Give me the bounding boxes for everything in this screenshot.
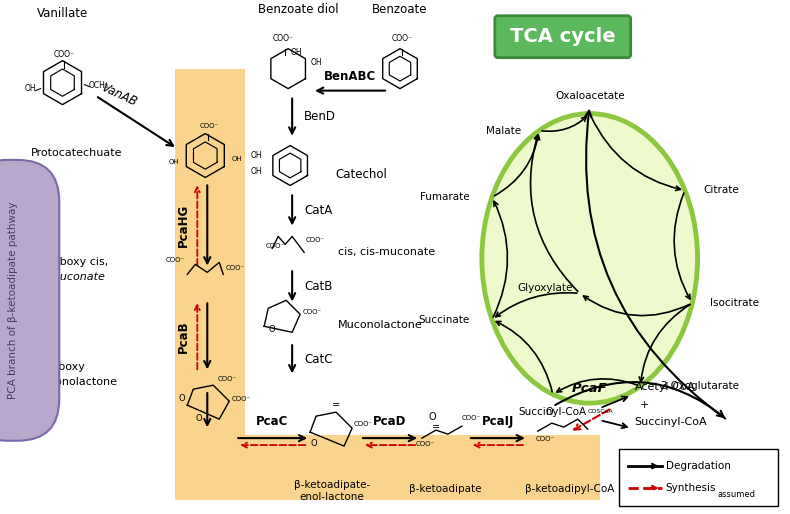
Text: β-ketoadipate: β-ketoadipate <box>408 484 481 494</box>
Text: Oxaloacetate: Oxaloacetate <box>555 90 625 101</box>
Text: Citrate: Citrate <box>703 186 739 195</box>
Text: γ-carboxy: γ-carboxy <box>31 362 85 372</box>
Text: OH: OH <box>231 156 242 161</box>
Text: Succinyl-CoA: Succinyl-CoA <box>519 408 587 417</box>
Text: OH: OH <box>25 84 36 93</box>
Text: β-ketoadipate-: β-ketoadipate- <box>294 480 371 490</box>
Text: =: = <box>432 422 440 432</box>
Text: OH: OH <box>169 158 179 164</box>
Text: Succinyl-CoA: Succinyl-CoA <box>634 417 707 427</box>
Text: BenABC: BenABC <box>324 69 376 83</box>
Text: O: O <box>546 407 554 417</box>
Text: PCA branch of β-ketoadipate pathway: PCA branch of β-ketoadipate pathway <box>8 201 17 399</box>
Text: Glyoxylate: Glyoxylate <box>517 283 573 293</box>
Text: COO⁻: COO⁻ <box>416 441 435 447</box>
Text: COO⁻: COO⁻ <box>217 376 236 382</box>
Text: Fumarate: Fumarate <box>420 192 470 202</box>
Text: Acetyl-CoA: Acetyl-CoA <box>634 382 695 392</box>
Text: Catechol: Catechol <box>335 169 387 181</box>
Text: Isocitrate: Isocitrate <box>710 298 759 308</box>
Text: Protocatechuate: Protocatechuate <box>31 148 122 157</box>
Text: COO⁻: COO⁻ <box>225 265 244 271</box>
Text: COO⁻: COO⁻ <box>200 122 219 128</box>
Text: COSCoA: COSCoA <box>588 409 614 414</box>
Text: PcaD: PcaD <box>374 415 407 428</box>
Text: OH: OH <box>250 167 262 175</box>
Text: OH: OH <box>250 151 262 159</box>
Text: COO⁻: COO⁻ <box>302 309 322 315</box>
Text: β-ketoadipyl-CoA: β-ketoadipyl-CoA <box>525 484 615 494</box>
Text: OH: OH <box>310 58 322 67</box>
Text: muconolactone: muconolactone <box>31 377 117 387</box>
Text: enol-lactone: enol-lactone <box>299 492 364 502</box>
Text: Benzoate diol: Benzoate diol <box>258 3 338 16</box>
Text: cis-muconate: cis-muconate <box>31 272 105 282</box>
Text: +: + <box>640 400 649 410</box>
Text: assumed: assumed <box>717 489 755 499</box>
Text: =: = <box>332 400 340 410</box>
Text: CatB: CatB <box>304 280 333 293</box>
Text: Vanillate: Vanillate <box>37 7 88 20</box>
Text: O: O <box>196 414 202 423</box>
Text: PcaHG: PcaHG <box>177 204 190 247</box>
Text: COO⁻: COO⁻ <box>54 50 75 59</box>
Text: VanAB: VanAB <box>99 81 138 108</box>
Text: Synthesis: Synthesis <box>666 483 716 493</box>
Text: COO⁻: COO⁻ <box>166 258 186 263</box>
Text: COO⁻: COO⁻ <box>231 396 250 402</box>
Text: OH: OH <box>290 48 302 57</box>
FancyBboxPatch shape <box>619 449 778 506</box>
Text: COO⁻: COO⁻ <box>536 436 555 442</box>
Text: cis, cis-muconate: cis, cis-muconate <box>338 247 435 258</box>
Text: PcaIJ: PcaIJ <box>482 415 514 428</box>
Ellipse shape <box>482 114 698 403</box>
Text: O: O <box>179 394 186 403</box>
Text: CatC: CatC <box>304 353 333 366</box>
Text: PcaB: PcaB <box>177 320 190 353</box>
Text: O: O <box>310 439 318 448</box>
Text: Benzoate: Benzoate <box>372 3 427 16</box>
Text: BenD: BenD <box>304 110 336 123</box>
Text: O: O <box>269 325 276 334</box>
Text: 2-Oxoglutarate: 2-Oxoglutarate <box>660 381 739 391</box>
Text: PcaC: PcaC <box>256 415 288 428</box>
Text: Malate: Malate <box>486 125 521 136</box>
FancyBboxPatch shape <box>495 16 630 58</box>
Text: COO⁻: COO⁻ <box>392 34 412 43</box>
Text: COO⁻: COO⁻ <box>265 244 285 249</box>
Text: CatA: CatA <box>304 204 333 217</box>
Text: Succinate: Succinate <box>419 315 470 324</box>
Text: COO⁻: COO⁻ <box>462 415 481 421</box>
Text: COO⁻: COO⁻ <box>273 34 294 43</box>
Text: PcaF: PcaF <box>572 382 608 395</box>
Text: Degradation: Degradation <box>666 461 731 471</box>
Text: TCA cycle: TCA cycle <box>510 27 615 46</box>
Text: COO⁻: COO⁻ <box>305 237 325 244</box>
Text: COO⁻: COO⁻ <box>354 421 374 427</box>
Text: O: O <box>428 412 436 422</box>
Polygon shape <box>175 69 600 500</box>
Text: β-carboxy cis,: β-carboxy cis, <box>31 258 107 267</box>
Text: OCH₃: OCH₃ <box>88 81 108 89</box>
Text: Muconolactone: Muconolactone <box>338 320 423 331</box>
